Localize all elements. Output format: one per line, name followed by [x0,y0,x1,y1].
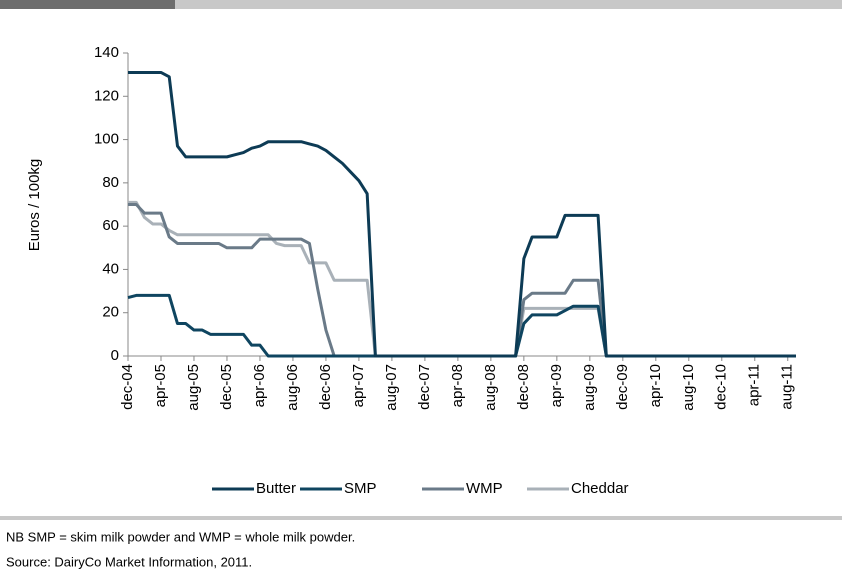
x-tick-label: dec-06 [317,364,334,410]
x-tick-label: dec-07 [416,364,433,410]
y-tick-label: 0 [111,347,119,364]
footer-rule [0,516,842,520]
series-line [127,293,796,358]
legend-label: SMP [344,480,377,497]
x-tick-label: dec-08 [515,364,532,410]
x-tick-label: apr-11 [746,364,763,406]
x-tick-label: apr-09 [548,364,565,407]
y-tick-label: 60 [102,217,119,234]
header-bar-dark [0,0,175,9]
x-tick-label: aug-08 [482,364,499,411]
y-tick-label: 120 [94,87,119,104]
x-tick-label: aug-07 [383,364,400,411]
legend-label: WMP [466,480,503,497]
y-tick-label: 80 [102,174,119,191]
x-tick-label: aug-10 [680,364,697,411]
header-bar-light [175,0,842,9]
series-line [128,70,796,358]
x-tick-label: apr-10 [647,364,664,407]
x-tick-label: apr-06 [251,364,268,407]
note: NB SMP = skim milk powder and WMP = whol… [6,529,355,544]
y-axis-label: Euros / 100kg [26,159,43,252]
x-tick-label: dec-09 [614,364,631,410]
y-tick-label: 20 [102,304,119,321]
legend-label: Cheddar [571,480,629,497]
x-tick-label: apr-05 [152,364,169,407]
x-tick-label: apr-08 [449,364,466,407]
y-tick-label: 40 [102,260,119,277]
legend-label: Butter [256,480,296,497]
y-tick-label: 140 [94,44,119,61]
x-tick-label: dec-05 [218,364,235,410]
source: Source: DairyCo Market Information, 2011… [6,554,252,569]
x-tick-label: aug-06 [284,364,301,411]
x-tick-label: aug-05 [185,364,202,411]
x-tick-label: aug-11 [779,364,796,410]
x-tick-label: dec-04 [119,364,136,410]
x-tick-label: apr-07 [350,364,367,407]
y-tick-label: 100 [94,131,119,148]
x-tick-label: aug-09 [581,364,598,411]
x-tick-label: dec-10 [713,364,730,410]
